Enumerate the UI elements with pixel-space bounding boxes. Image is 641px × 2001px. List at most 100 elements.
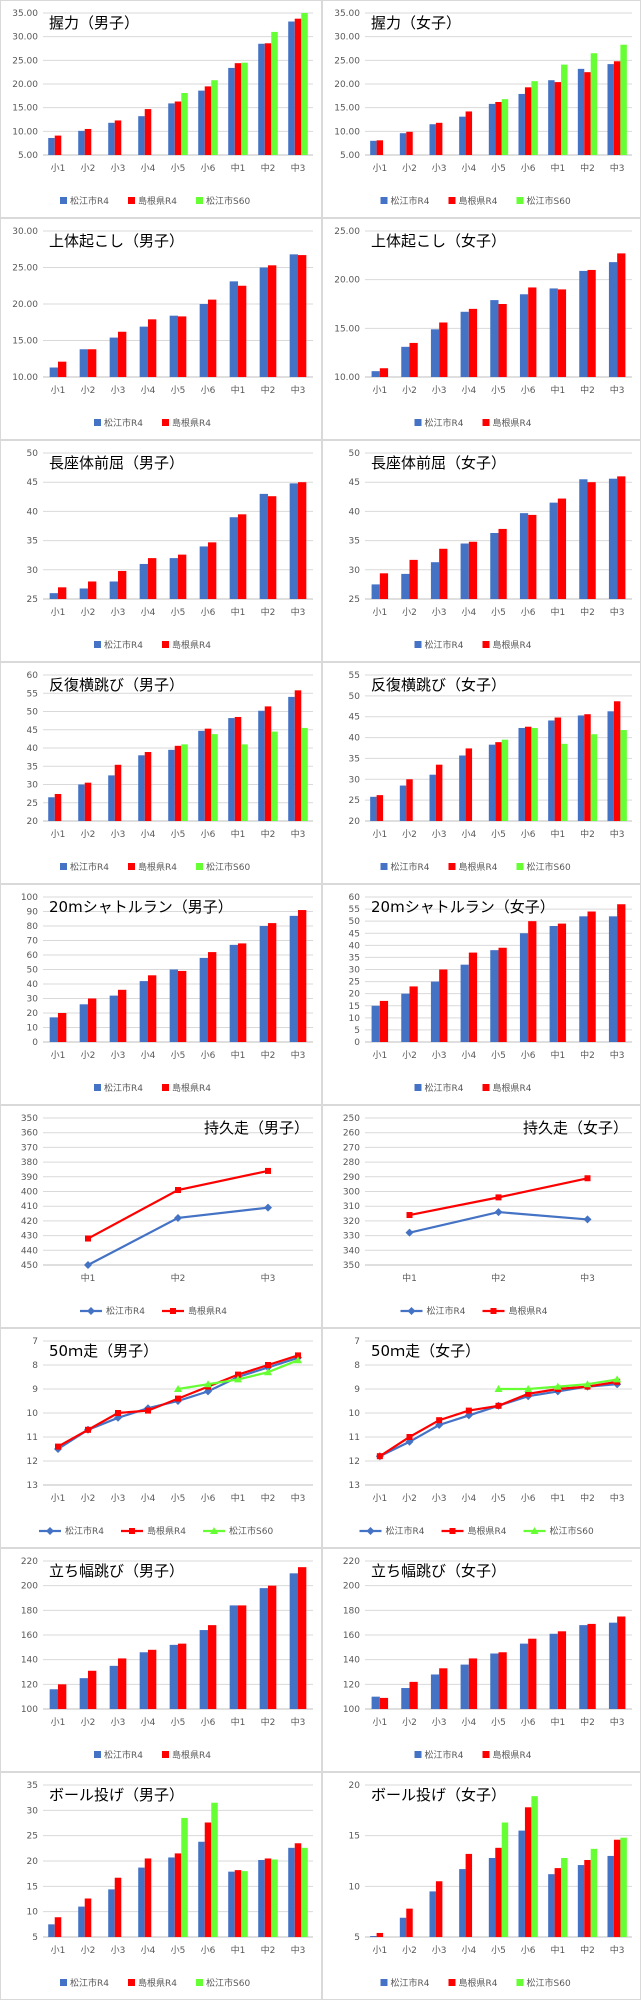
x-tick-label: 小2	[81, 163, 96, 174]
legend-item-matsue-r4: 松江市R4	[80, 1305, 145, 1317]
x-tick-label: 小6	[201, 1493, 216, 1504]
y-tick-label: 350	[21, 1114, 38, 1124]
chart-svg-shuttle_m: 0 10 20 30 40 50 60 70 80 90 100 小1 小2 小3 小4 小5 小6 中1 中2 中3…	[21, 893, 313, 1094]
chart-panel-situp_f: 10.00 15.00 20.00 25.00 小1 小2 小3 小4 小5 小6 中1 中2 中3 上体…	[322, 218, 641, 440]
y-tick-label: 60	[27, 951, 39, 961]
bar-matsue-r4	[199, 957, 208, 1042]
legend-marker	[366, 1527, 375, 1535]
x-tick-label: 小6	[201, 385, 216, 396]
x-tick-label: 小2	[81, 1945, 96, 1956]
y-tick-label: 60	[349, 893, 361, 903]
x-tick-label: 小3	[111, 607, 126, 618]
bar-matsue-s60	[271, 31, 278, 155]
bar-matsue-r4	[490, 533, 499, 599]
y-tick-label: 100	[343, 1705, 360, 1715]
legend-label: 松江市R4	[386, 1525, 425, 1537]
y-tick-label: 10.00	[334, 373, 360, 383]
bar-shimane-r4	[174, 101, 182, 155]
x-tick-label: 小2	[402, 163, 417, 174]
x-tick-label: 小2	[81, 607, 96, 618]
x-tick-label: 小5	[491, 829, 506, 840]
chart-title: ボール投げ（男子）	[49, 1786, 184, 1804]
legend-marker	[210, 1527, 218, 1534]
bar-matsue-r4	[460, 311, 469, 377]
y-tick-label: 320	[343, 1217, 360, 1227]
bar-matsue-r4	[78, 784, 85, 821]
chart-svg-shuttle_f: 0 5 10 15 20 25 30 35 40 45 50 55 60 小1 小2 小3 小4 小5 小6 中1 中2…	[349, 893, 632, 1094]
y-tick-label: 390	[21, 1173, 38, 1183]
bar-matsue-r4	[371, 1005, 380, 1042]
legend-swatch	[448, 863, 456, 870]
legend-label: 松江市R4	[106, 1305, 145, 1317]
bar-matsue-s60	[561, 743, 568, 821]
bar-matsue-r4	[488, 744, 496, 821]
legend-label: 島根県R4	[493, 417, 532, 429]
legend-item-shimane-r4: 島根県R4	[121, 1525, 186, 1537]
bar-shimane-r4	[498, 947, 507, 1042]
y-tick-label: 35	[27, 537, 38, 547]
y-tick-label: 25	[27, 1832, 38, 1842]
bar-shimane-r4	[409, 1681, 418, 1709]
bar-shimane-r4	[294, 18, 302, 156]
chart-title: 長座体前屈（男子）	[49, 454, 184, 472]
legend-item-matsue-r4: 松江市R4	[94, 639, 143, 651]
bar-shimane-r4	[613, 701, 621, 821]
x-tick-label: 小1	[372, 1717, 387, 1728]
y-tick-label: 440	[21, 1246, 38, 1256]
point-shimane-r4	[85, 1426, 91, 1433]
x-tick-label: 小4	[141, 607, 156, 618]
bar-shimane-r4	[208, 1625, 217, 1709]
legend-label: 島根県R4	[468, 1525, 507, 1537]
bar-matsue-s60	[620, 730, 627, 821]
bar-matsue-r4	[49, 367, 58, 377]
legend-swatch	[162, 419, 169, 426]
x-tick-label: 中2	[580, 162, 595, 174]
y-tick-label: 25	[27, 595, 38, 605]
bar-matsue-r4	[608, 262, 618, 377]
legend-item-matsue-s60: 松江市S60	[516, 195, 571, 207]
bar-matsue-r4	[169, 315, 178, 377]
x-tick-label: 小6	[521, 1945, 536, 1956]
point-shimane-r4	[495, 1194, 502, 1201]
chart-title: 50ｍ走（女子）	[371, 1342, 480, 1360]
bar-shimane-r4	[376, 1932, 384, 1937]
bar-matsue-s60	[211, 734, 218, 821]
bar-shimane-r4	[468, 541, 478, 599]
point-shimane-r4	[55, 1443, 61, 1450]
bar-shimane-r4	[114, 764, 122, 821]
chart-panel-shuttle_f: 0 5 10 15 20 25 30 35 40 45 50 55 60 小1 小2 小3 小4 小5 小6 中1 中2…	[322, 884, 641, 1105]
y-tick-label: 20	[349, 817, 361, 827]
y-tick-label: 11	[27, 1433, 38, 1443]
chart-title: 握力（男子）	[49, 14, 139, 32]
y-tick-label: 340	[343, 1246, 360, 1256]
x-tick-label: 中2	[580, 828, 595, 840]
y-tick-label: 35	[349, 537, 360, 547]
legend-item-shimane-r4: 島根県R4	[128, 195, 177, 207]
legend-swatch	[128, 1979, 135, 1986]
bar-matsue-r4	[138, 755, 145, 821]
bar-shimane-r4	[498, 304, 507, 377]
x-tick-label: 中3	[580, 1272, 595, 1284]
y-tick-label: 160	[21, 1631, 38, 1641]
bar-matsue-r4	[229, 517, 238, 599]
legend-item-shimane-r4: 島根県R4	[162, 417, 211, 429]
x-tick-label: 中2	[261, 828, 276, 840]
y-tick-label: 50	[349, 917, 361, 927]
legend-label: 松江市R4	[391, 195, 430, 207]
legend-item-matsue-s60: 松江市S60	[196, 861, 250, 873]
x-tick-label: 小4	[141, 163, 156, 174]
legend-item-matsue-r4: 松江市R4	[60, 1977, 109, 1989]
bar-matsue-r4	[460, 1664, 469, 1709]
y-tick-label: 30	[349, 775, 361, 785]
x-tick-label: 中1	[231, 1716, 246, 1728]
point-matsue-s60	[583, 1380, 592, 1388]
legend-swatch	[162, 1751, 169, 1758]
bar-shimane-r4	[204, 728, 212, 821]
legend-swatch	[482, 1084, 490, 1091]
bar-shimane-r4	[524, 87, 532, 155]
y-tick-label: 40	[27, 744, 39, 754]
x-tick-label: 小6	[201, 1717, 216, 1728]
x-tick-label: 小1	[372, 1050, 387, 1061]
x-tick-label: 中2	[171, 1272, 186, 1284]
x-tick-label: 小5	[171, 607, 186, 618]
